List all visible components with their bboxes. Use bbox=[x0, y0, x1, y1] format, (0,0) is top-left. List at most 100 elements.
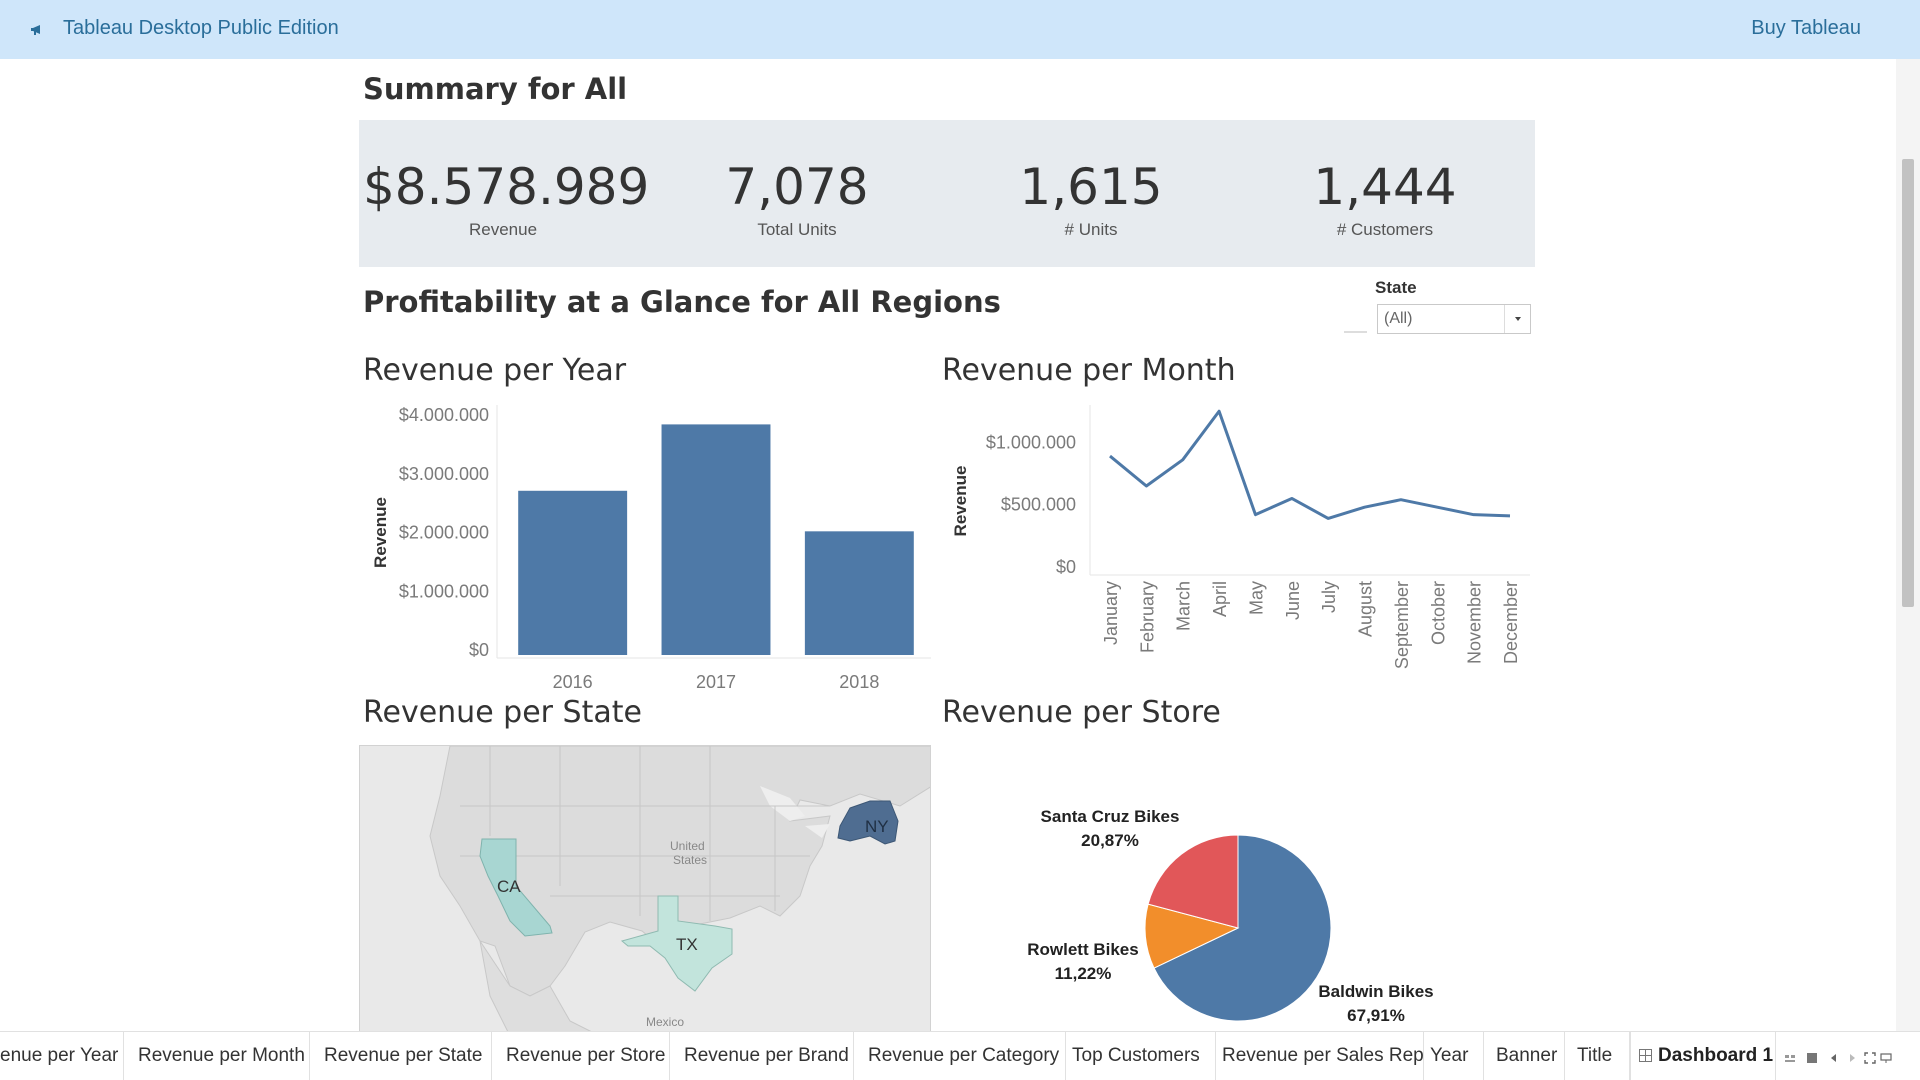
revenue-per-store-title: Revenue per Store bbox=[942, 695, 1221, 730]
kpi-label: # Units bbox=[1064, 220, 1118, 239]
state-select[interactable]: (All) bbox=[1377, 304, 1531, 334]
revenue-per-month-title: Revenue per Month bbox=[942, 353, 1236, 388]
x-tick-label: March bbox=[1174, 581, 1194, 631]
bar bbox=[661, 424, 771, 655]
tab-label: enue per Year bbox=[0, 1045, 119, 1066]
map-label-ca: CA bbox=[497, 877, 521, 896]
revenue-per-year-title: Revenue per Year bbox=[363, 353, 627, 388]
kpi-revenue: $8.578.989 Revenue bbox=[363, 158, 650, 240]
map-label-states: States bbox=[673, 853, 707, 867]
tab-label: Banner bbox=[1496, 1045, 1558, 1066]
tab-top-customers[interactable]: Top Customers bbox=[1066, 1032, 1216, 1080]
state-texas[interactable] bbox=[620, 895, 733, 992]
revenue-per-state-map[interactable]: CA TX NY United States Mexico bbox=[359, 745, 931, 1035]
revenue-per-store-chart bbox=[1144, 834, 1332, 1022]
kpi-label: Revenue bbox=[468, 220, 538, 239]
pie-label-name: Baldwin Bikes bbox=[1318, 982, 1434, 1001]
x-tick-label: April bbox=[1210, 581, 1230, 617]
x-tick-label: August bbox=[1356, 581, 1376, 637]
tab-label: Top Customers bbox=[1072, 1045, 1200, 1066]
pie-slice bbox=[1153, 834, 1332, 1022]
tab-label: Revenue per Store bbox=[506, 1045, 666, 1066]
y-axis-title: Revenue bbox=[951, 466, 970, 537]
kpi-units: 1,615 # Units bbox=[951, 158, 1231, 240]
pie-label-rowlett: Rowlett Bikes 11,22% bbox=[1013, 938, 1153, 986]
y-tick-label: $0 bbox=[1056, 557, 1076, 577]
kpi-total-units: 7,078 Total Units bbox=[657, 158, 937, 240]
pie-label-pct: 11,22% bbox=[1054, 964, 1112, 983]
pie-label-name: Santa Cruz Bikes bbox=[1040, 807, 1180, 826]
x-tick-label: February bbox=[1137, 581, 1157, 653]
kpi-value: 1,444 bbox=[1313, 158, 1457, 216]
tab-revenue-per-category[interactable]: Revenue per Category bbox=[854, 1032, 1066, 1080]
tab-label: Revenue per Month bbox=[138, 1045, 305, 1066]
pie-label-pct: 20,87% bbox=[1081, 831, 1139, 850]
pie-slice bbox=[1147, 834, 1239, 929]
revenue-per-month-chart: $0 $500.000 $1.000.000 Revenue January Februa… bbox=[951, 405, 1530, 669]
x-tick-label: 2016 bbox=[553, 672, 593, 692]
tab-revenue-per-sales-rep[interactable]: Revenue per Sales Rep bbox=[1216, 1032, 1424, 1080]
kpi-label: Total Units bbox=[757, 220, 837, 239]
bar bbox=[804, 531, 914, 655]
x-tick-label: November bbox=[1465, 581, 1485, 664]
tab-revenue-per-year[interactable]: enue per Year bbox=[0, 1032, 124, 1080]
sheet-tab-strip: enue per Year Revenue per Month Revenue … bbox=[0, 1031, 1920, 1080]
filter-drag-handle[interactable] bbox=[1344, 331, 1367, 333]
us-map: CA TX NY United States Mexico bbox=[360, 746, 930, 1034]
x-tick-label: May bbox=[1246, 581, 1266, 615]
map-label-united: United bbox=[670, 839, 705, 853]
tab-banner[interactable]: Banner bbox=[1484, 1032, 1565, 1080]
x-tick-label: July bbox=[1319, 581, 1339, 613]
x-tick-label: January bbox=[1101, 581, 1121, 645]
scroll-left-icon[interactable] bbox=[1828, 1052, 1840, 1064]
pie-label-santa-cruz: Santa Cruz Bikes 20,87% bbox=[1025, 805, 1195, 853]
state-california[interactable] bbox=[479, 838, 553, 937]
tab-label: Dashboard 1 bbox=[1658, 1045, 1774, 1066]
scroll-right-icon[interactable] bbox=[1846, 1052, 1858, 1064]
revenue-per-state-title: Revenue per State bbox=[363, 695, 642, 730]
x-tick-label: June bbox=[1283, 581, 1303, 620]
tab-label: Year bbox=[1430, 1045, 1469, 1066]
tab-title[interactable]: Title bbox=[1565, 1032, 1630, 1080]
state-new-york[interactable] bbox=[837, 800, 899, 845]
series-line bbox=[1109, 409, 1511, 520]
pie-label-baldwin: Baldwin Bikes 67,91% bbox=[1306, 980, 1446, 1028]
buy-tableau-link[interactable]: Buy Tableau bbox=[1751, 17, 1861, 39]
chevron-down-icon[interactable] bbox=[1504, 305, 1530, 333]
tab-label: Revenue per Category bbox=[868, 1045, 1060, 1066]
y-tick-label: $1.000.000 bbox=[986, 432, 1076, 452]
glance-title: Profitability at a Glance for All Region… bbox=[363, 285, 1001, 319]
pie-label-name: Rowlett Bikes bbox=[1027, 940, 1139, 959]
x-tick-label: 2018 bbox=[839, 672, 879, 692]
kpi-value: $8.578.989 bbox=[363, 158, 650, 216]
presentation-icon[interactable] bbox=[1880, 1052, 1892, 1064]
tab-label: Revenue per State bbox=[324, 1045, 483, 1066]
map-label-ny: NY bbox=[865, 817, 889, 836]
y-axis-title: Revenue bbox=[371, 497, 390, 568]
state-filter-label: State bbox=[1375, 278, 1417, 297]
tab-label: Title bbox=[1577, 1045, 1613, 1066]
tab-revenue-per-state[interactable]: Revenue per State bbox=[310, 1032, 492, 1080]
x-tick-label: December bbox=[1501, 581, 1521, 664]
tab-year[interactable]: Year bbox=[1424, 1032, 1484, 1080]
tab-dashboard-1[interactable]: Dashboard 1 bbox=[1630, 1032, 1776, 1080]
vertical-scrollbar[interactable] bbox=[1896, 59, 1920, 1031]
kpi-band: $8.578.989 Revenue 7,078 Total Units 1,6… bbox=[359, 120, 1535, 267]
tab-revenue-per-brand[interactable]: Revenue per Brand bbox=[670, 1032, 854, 1080]
y-tick-label: $3.000.000 bbox=[399, 464, 489, 484]
revenue-per-year-chart: $0 $1.000.000 $2.000.000 $3.000.000 $4.000.0… bbox=[371, 405, 931, 692]
y-tick-label: $4.000.000 bbox=[399, 405, 489, 425]
tab-revenue-per-store[interactable]: Revenue per Store bbox=[492, 1032, 670, 1080]
pie-label-pct: 67,91% bbox=[1347, 1006, 1405, 1025]
scrollbar-thumb[interactable] bbox=[1902, 159, 1914, 607]
map-label-mexico: Mexico bbox=[646, 1015, 684, 1029]
tab-label: Revenue per Brand bbox=[684, 1045, 849, 1066]
x-tick-label: 2017 bbox=[696, 672, 736, 692]
tab-revenue-per-month[interactable]: Revenue per Month bbox=[124, 1032, 310, 1080]
top-banner: Tableau Desktop Public Edition Buy Table… bbox=[0, 0, 1920, 59]
y-tick-label: $1.000.000 bbox=[399, 581, 489, 601]
show-filmstrip-icon[interactable] bbox=[1784, 1052, 1796, 1064]
fullscreen-icon[interactable] bbox=[1864, 1052, 1876, 1064]
show-tabs-icon[interactable] bbox=[1806, 1052, 1818, 1064]
kpi-customers: 1,444 # Customers bbox=[1245, 158, 1525, 240]
